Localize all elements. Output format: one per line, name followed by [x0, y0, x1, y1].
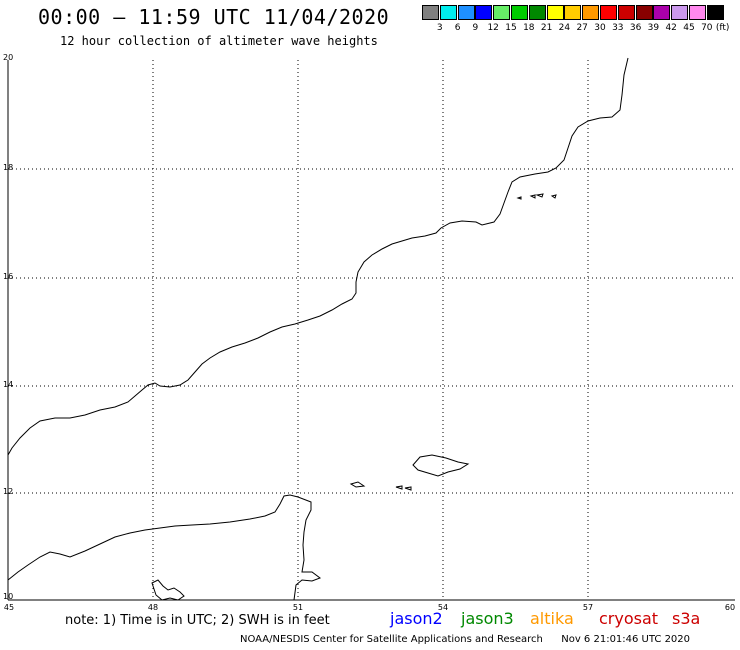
color-swatch — [493, 5, 511, 20]
scale-label: 24 — [558, 23, 571, 33]
lat-label: 12 — [3, 487, 14, 496]
lat-label: 14 — [3, 380, 14, 389]
scale-label: 33 — [612, 23, 624, 33]
scale-label: 30 — [594, 23, 606, 33]
scale-label: 9 — [472, 23, 479, 33]
satellite-name: jason3 — [461, 609, 514, 628]
lon-label: 57 — [582, 603, 594, 612]
scale-label: 3 — [436, 23, 443, 33]
coastal-inlet-detail — [151, 579, 185, 601]
color-swatch — [582, 5, 600, 20]
lat-label: 18 — [3, 163, 14, 172]
scale-label: 21 — [540, 23, 553, 33]
footer-agency: NOAA/NESDIS Center for Satellite Applica… — [240, 634, 543, 645]
color-swatch — [635, 5, 653, 20]
scale-label: 6 — [454, 23, 461, 33]
lon-label: 54 — [437, 603, 449, 612]
map-title: 00:00 – 11:59 UTC 11/04/2020 — [38, 5, 390, 29]
lon-label: 60 — [724, 603, 736, 612]
footer-timestamp: Nov 6 21:01:46 UTC 2020 — [561, 634, 691, 645]
color-swatch — [511, 5, 528, 20]
color-swatch — [475, 5, 493, 20]
color-swatch — [422, 5, 439, 20]
scale-label: 70 — [701, 23, 713, 33]
satellite-name: cryosat — [599, 609, 659, 628]
lat-label: 16 — [3, 272, 14, 281]
color-swatch — [564, 5, 582, 20]
scale-unit: (ft) — [715, 23, 730, 33]
scale-label: 39 — [647, 23, 660, 33]
satellite-name: altika — [530, 609, 574, 628]
lat-gridlines — [8, 168, 735, 494]
lon-label: 51 — [292, 603, 304, 612]
color-swatch — [439, 5, 457, 20]
small-islands — [349, 193, 557, 491]
color-swatch — [653, 5, 671, 20]
map-frame — [7, 60, 735, 601]
map-note: note: 1) Time is in UTC; 2) SWH is in fe… — [65, 613, 330, 628]
lat-label: 20 — [3, 53, 14, 62]
lon-gridlines — [152, 60, 589, 600]
color-swatch — [706, 5, 724, 20]
scale-label: 42 — [665, 23, 677, 33]
scale-label: 27 — [576, 23, 588, 33]
scale-label: 18 — [523, 23, 535, 33]
scale-label: 15 — [505, 23, 517, 33]
lat-label: 10 — [3, 592, 14, 601]
socotra-island — [412, 454, 470, 477]
scale-label: 12 — [487, 23, 499, 33]
satellite-name: s3a — [672, 609, 701, 628]
footer-credit: NOAA/NESDIS Center for Satellite Applica… — [240, 634, 690, 645]
scale-label: 36 — [629, 23, 642, 33]
somalia-coastline — [7, 494, 322, 601]
satellite-name: jason2 — [390, 609, 443, 628]
color-swatch — [546, 5, 564, 20]
color-swatch — [671, 5, 689, 20]
color-swatch — [600, 5, 617, 20]
color-swatch — [457, 5, 475, 20]
scale-label: 45 — [683, 23, 695, 33]
lon-label: 48 — [147, 603, 159, 612]
color-swatch — [528, 5, 546, 20]
arabian-coastline — [7, 57, 629, 456]
color-swatch — [689, 5, 706, 20]
map-subtitle: 12 hour collection of altimeter wave hei… — [60, 34, 378, 48]
lon-label: 45 — [3, 603, 15, 612]
color-swatch — [617, 5, 635, 20]
